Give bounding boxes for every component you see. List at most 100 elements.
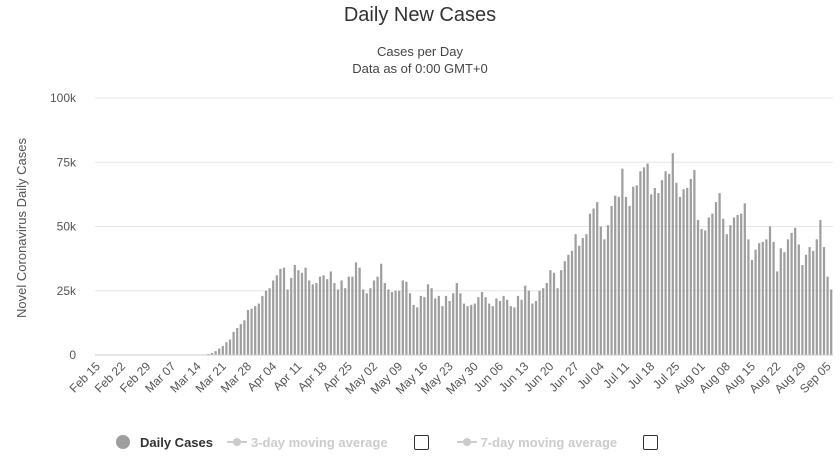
bar[interactable] (599, 226, 602, 356)
bar[interactable] (322, 275, 325, 355)
bar[interactable] (545, 283, 548, 355)
bar[interactable] (419, 295, 422, 355)
bar[interactable] (527, 290, 530, 355)
bar[interactable] (257, 303, 260, 355)
bar[interactable] (495, 298, 498, 355)
bar[interactable] (736, 214, 739, 355)
bar[interactable] (812, 250, 815, 355)
bar[interactable] (794, 227, 797, 355)
bar[interactable] (218, 348, 221, 355)
bar[interactable] (696, 220, 700, 355)
legend-item-7-day-moving-average[interactable]: 7-day moving average (456, 434, 673, 450)
bar[interactable] (221, 346, 224, 355)
bar[interactable] (239, 324, 242, 355)
bar[interactable] (516, 295, 520, 355)
bar[interactable] (628, 205, 631, 355)
bar[interactable] (462, 303, 466, 355)
bar[interactable] (473, 303, 476, 355)
bar[interactable] (776, 271, 779, 355)
bar[interactable] (412, 304, 415, 355)
bar[interactable] (754, 249, 757, 355)
bar[interactable] (293, 265, 296, 355)
bar[interactable] (624, 196, 628, 355)
bar[interactable] (477, 297, 480, 355)
bar[interactable] (333, 283, 336, 355)
bar[interactable] (347, 276, 350, 355)
bar[interactable] (632, 186, 635, 355)
bar[interactable] (214, 351, 217, 355)
bar[interactable] (524, 285, 527, 355)
bar[interactable] (225, 342, 228, 355)
bar[interactable] (779, 248, 782, 355)
bar[interactable] (207, 353, 210, 355)
bar[interactable] (642, 167, 646, 355)
bar[interactable] (376, 276, 379, 355)
bar[interactable] (250, 308, 253, 355)
bar[interactable] (635, 185, 638, 355)
bar[interactable] (588, 213, 592, 355)
bar[interactable] (390, 292, 394, 355)
bar[interactable] (326, 279, 329, 355)
bar[interactable] (466, 306, 469, 355)
bar[interactable] (246, 310, 250, 355)
bar[interactable] (592, 208, 595, 355)
bar[interactable] (380, 263, 383, 355)
bar[interactable] (689, 178, 692, 355)
bar[interactable] (801, 265, 804, 355)
bar[interactable] (804, 254, 808, 355)
bar[interactable] (448, 301, 451, 355)
bar[interactable] (819, 220, 822, 355)
bar[interactable] (830, 289, 833, 355)
legend-item-3-day-moving-average[interactable]: 3-day moving average (227, 434, 443, 450)
bar[interactable] (581, 238, 584, 355)
bar[interactable] (714, 202, 718, 355)
bar[interactable] (254, 306, 257, 355)
bar[interactable] (552, 272, 556, 355)
bar[interactable] (740, 213, 743, 355)
bar[interactable] (369, 288, 372, 355)
bar[interactable] (315, 283, 318, 355)
bar[interactable] (336, 289, 340, 355)
bar[interactable] (531, 303, 534, 355)
bar[interactable] (408, 293, 412, 355)
bar[interactable] (815, 239, 818, 355)
bar[interactable] (707, 217, 710, 356)
bar[interactable] (538, 290, 541, 355)
bar[interactable] (671, 153, 674, 355)
bar[interactable] (513, 307, 516, 355)
bar[interactable] (491, 306, 494, 355)
bar[interactable] (282, 267, 286, 355)
bar[interactable] (772, 241, 775, 355)
bar[interactable] (286, 289, 289, 355)
bar[interactable] (459, 293, 462, 355)
bar[interactable] (610, 205, 613, 355)
bar[interactable] (434, 298, 437, 355)
bar[interactable] (761, 241, 764, 355)
bar[interactable] (318, 276, 322, 355)
bar[interactable] (786, 239, 790, 355)
bar[interactable] (308, 280, 311, 355)
bar[interactable] (509, 306, 512, 355)
bar[interactable] (470, 304, 473, 355)
bar[interactable] (387, 289, 390, 355)
bar[interactable] (437, 295, 440, 355)
bar[interactable] (606, 225, 610, 355)
bar[interactable] (383, 283, 386, 355)
bar[interactable] (236, 328, 239, 355)
bar[interactable] (758, 243, 761, 355)
bar[interactable] (808, 247, 811, 355)
bar[interactable] (660, 180, 664, 355)
legend-item-daily-cases[interactable]: Daily Cases (116, 435, 213, 450)
bar[interactable] (585, 234, 588, 355)
bar[interactable] (441, 306, 444, 355)
bar[interactable] (729, 225, 732, 355)
bar[interactable] (394, 290, 397, 355)
bar[interactable] (747, 239, 750, 355)
bar[interactable] (711, 213, 714, 355)
bar[interactable] (351, 276, 354, 355)
bar[interactable] (560, 270, 563, 355)
bar[interactable] (311, 284, 314, 355)
bar[interactable] (484, 297, 487, 355)
bar[interactable] (563, 261, 566, 355)
bar[interactable] (304, 267, 307, 355)
